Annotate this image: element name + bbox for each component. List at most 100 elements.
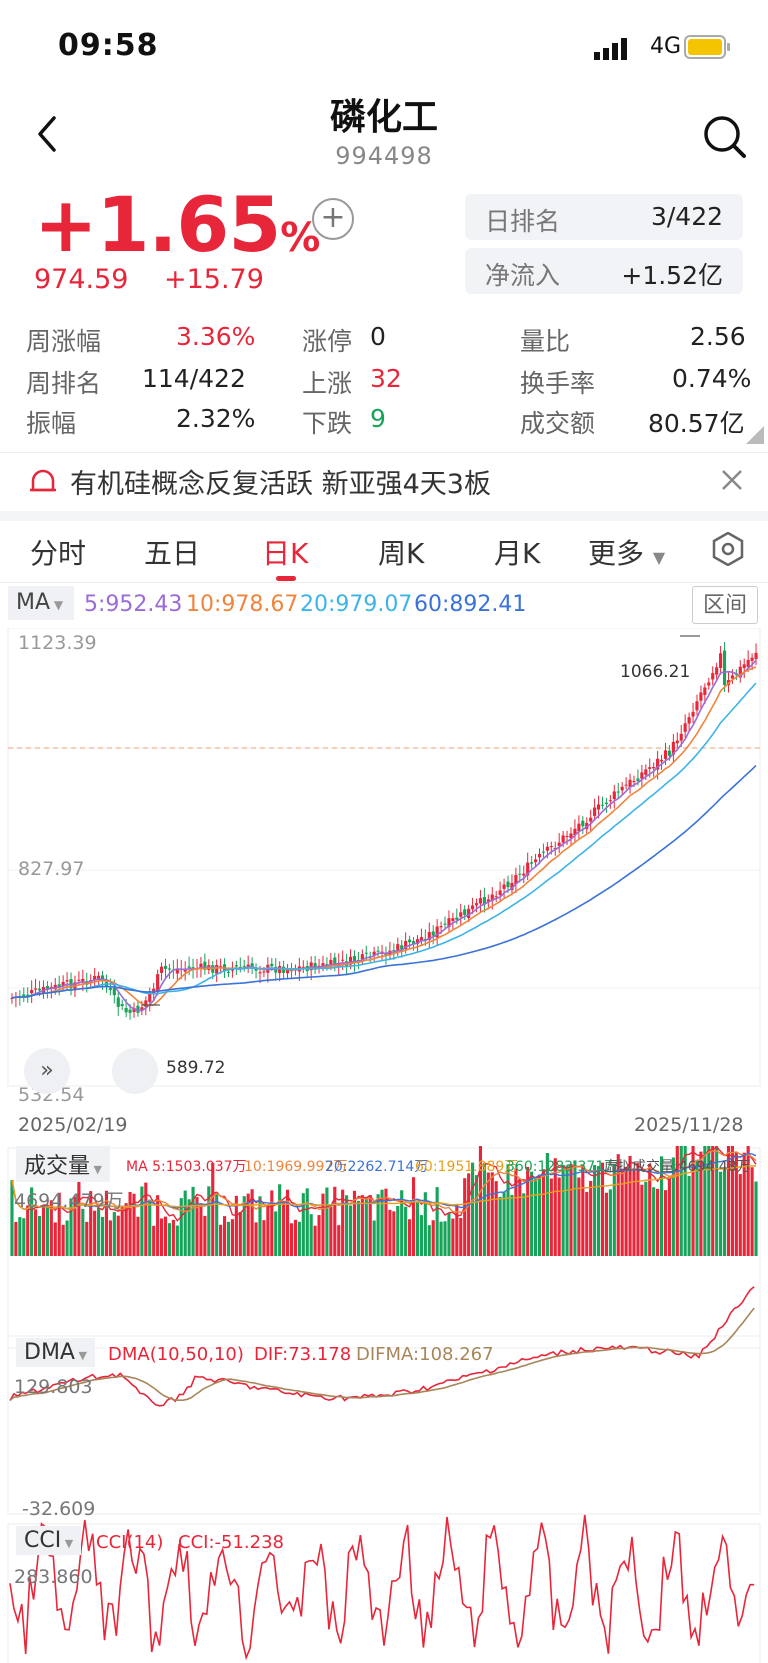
volume-bar: [616, 1154, 620, 1256]
cci-selector[interactable]: CCI ▼: [16, 1526, 82, 1555]
dma-max: 129.803: [14, 1376, 93, 1398]
volume-selector[interactable]: 成交量 ▼: [16, 1146, 110, 1182]
volume-ma60-line: [11, 1165, 756, 1211]
candle-body: [270, 963, 274, 967]
volume-bar: [624, 1166, 628, 1256]
volume-bar: [474, 1175, 479, 1256]
volume-bar: [459, 1217, 463, 1256]
volume-bar: [262, 1220, 266, 1256]
notice-text[interactable]: 有机硅概念反复活跃 新亚强4天3板: [70, 469, 491, 500]
volume-bar: [400, 1190, 404, 1256]
back-icon[interactable]: [32, 112, 68, 156]
range-button[interactable]: 区间: [692, 586, 758, 624]
settings-icon[interactable]: [712, 531, 744, 570]
expand-corner-icon[interactable]: [746, 426, 764, 448]
last-price: 974.59: [34, 264, 129, 295]
tab-weekly-k[interactable]: 周K: [378, 537, 425, 570]
candle-body: [26, 994, 30, 996]
volume-bar: [667, 1178, 671, 1256]
tab-five-day[interactable]: 五日: [144, 537, 201, 570]
volume-bar: [471, 1162, 475, 1256]
volume-bar: [305, 1188, 309, 1256]
close-icon[interactable]: [720, 468, 744, 496]
volume-bar: [652, 1187, 656, 1256]
candle-body: [415, 939, 420, 945]
volume-bar: [160, 1218, 164, 1256]
volume-bar: [163, 1216, 168, 1256]
add-watchlist-button[interactable]: +: [312, 198, 354, 240]
fast-forward-icon[interactable]: »: [24, 1048, 70, 1094]
volume-bar: [746, 1146, 750, 1256]
candle-body: [313, 963, 317, 970]
tab-intraday[interactable]: 分时: [30, 537, 87, 570]
volume-bar: [573, 1160, 577, 1256]
candle-body: [451, 918, 455, 921]
volume-bar: [581, 1164, 585, 1256]
candle-body: [144, 1000, 148, 1007]
candle-body: [97, 975, 101, 979]
volume-bar: [604, 1192, 608, 1256]
candle-body: [419, 937, 423, 941]
network-type: 4G: [650, 34, 682, 59]
volume-bar: [14, 1221, 18, 1256]
candle-body: [443, 923, 447, 925]
tab-more[interactable]: 更多 ▼: [588, 537, 666, 570]
volume-bar: [254, 1222, 258, 1256]
ma-selector[interactable]: MA ▼: [8, 586, 74, 620]
volume-bar: [293, 1219, 297, 1256]
volume-bar: [565, 1165, 569, 1256]
volume-bar: [408, 1219, 412, 1256]
kline-chart-area[interactable]: [0, 628, 768, 1663]
volume-bar: [226, 1221, 231, 1256]
volume-bar: [443, 1221, 447, 1256]
cci-panel-frame: [7, 1523, 761, 1663]
volume-bar: [207, 1186, 211, 1256]
dma-difma-line: [9, 1307, 755, 1402]
kline-y-max: 1123.39: [18, 632, 97, 654]
volume-bar: [722, 1167, 727, 1256]
candle-body: [140, 1007, 144, 1011]
volume-bar: [230, 1219, 234, 1256]
candle-body: [112, 987, 116, 996]
volume-bar: [203, 1215, 207, 1256]
candle-body: [648, 767, 652, 769]
volume-bar: [222, 1216, 227, 1256]
search-icon[interactable]: [700, 112, 748, 160]
candle-body: [384, 952, 388, 957]
notice-bar[interactable]: [0, 452, 768, 521]
volume-bar: [396, 1205, 400, 1256]
volume-bar: [439, 1221, 443, 1256]
dma-selector[interactable]: DMA ▼: [16, 1338, 95, 1367]
volume-bar: [392, 1211, 396, 1256]
kline-panel-frame: [7, 628, 761, 1087]
scroll-left-button[interactable]: [112, 1048, 158, 1094]
tab-indicator: [276, 576, 296, 581]
index-code: 994498: [335, 142, 433, 170]
volume-bar: [734, 1152, 738, 1256]
volume-bar: [632, 1170, 636, 1256]
candle-body: [518, 873, 522, 875]
volume-bar: [49, 1200, 53, 1256]
volume-bar: [388, 1209, 392, 1256]
volume-bar: [612, 1164, 616, 1256]
volume-bar: [313, 1225, 317, 1256]
candle-body: [561, 835, 565, 843]
volume-bar: [22, 1218, 26, 1256]
volume-bar: [73, 1196, 77, 1256]
volume-bar: [356, 1200, 360, 1256]
change-percent: +1.65%: [34, 180, 320, 269]
volume-bar: [510, 1194, 514, 1256]
candle-body: [549, 846, 553, 848]
candle-body: [219, 966, 223, 968]
volume-bar: [81, 1208, 85, 1256]
volume-bar: [703, 1146, 707, 1256]
tab-monthly-k[interactable]: 月K: [494, 537, 541, 570]
volume-bar: [148, 1199, 152, 1256]
volume-bar: [427, 1225, 431, 1256]
tab-daily-k[interactable]: 日K: [262, 537, 309, 570]
volume-bar: [285, 1189, 290, 1256]
candle-body: [81, 978, 85, 982]
candle-body: [285, 968, 290, 974]
volume-ratio-label: 量比: [520, 327, 571, 356]
volume-bar: [364, 1196, 368, 1256]
